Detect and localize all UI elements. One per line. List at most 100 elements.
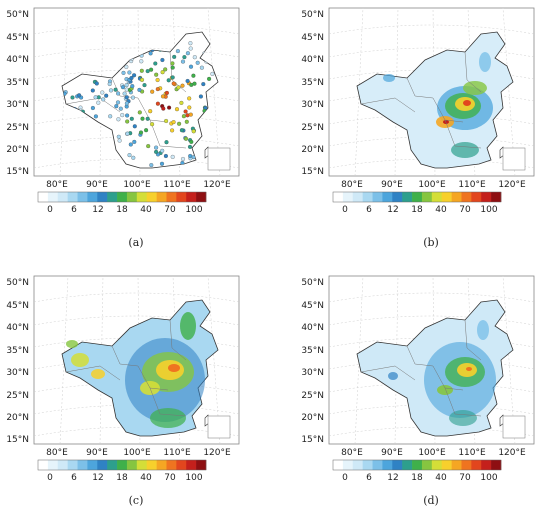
station-dot — [201, 82, 206, 87]
colorbar-swatch — [107, 192, 118, 202]
map-frame — [328, 275, 535, 445]
colorbar: 0 6 12 18 40 70 100 — [332, 459, 502, 483]
station-dot — [181, 114, 186, 119]
station-dot — [170, 65, 175, 70]
colorbar-swatch — [461, 192, 472, 202]
station-dot — [163, 153, 168, 159]
colorbar-tick: 40 — [435, 205, 447, 215]
map-frame — [33, 7, 240, 177]
lon-label: 80°E — [46, 180, 68, 190]
lon-axis-labels: 80°E 90°E 100°E 110°E 120°E — [341, 448, 526, 458]
lon-label: 110°E — [163, 448, 191, 458]
station-dot — [188, 64, 194, 69]
colorbar-tick: 70 — [164, 205, 176, 215]
station-dot — [101, 97, 106, 102]
colorbar-swatch — [47, 460, 59, 470]
colorbar-swatch — [471, 460, 482, 470]
colorbar-swatch — [126, 460, 138, 470]
colorbar-swatch — [117, 460, 128, 470]
panel-label-d: (d) — [423, 494, 439, 507]
lat-label: 35°N — [301, 346, 324, 356]
lat-label: 15°N — [6, 435, 29, 445]
colorbar-tick: 40 — [140, 205, 152, 215]
lat-label: 50°N — [301, 10, 324, 20]
station-dot — [198, 94, 203, 99]
country-outline — [356, 31, 514, 169]
colorbar-tick: 6 — [366, 473, 372, 483]
station-dot — [188, 112, 193, 117]
colorbar-swatch — [342, 192, 354, 202]
colorbar-swatch — [166, 460, 177, 470]
station-dot — [116, 91, 121, 96]
lat-label: 40°N — [6, 55, 29, 65]
colorbar-swatch — [431, 460, 442, 470]
lat-label: 30°N — [301, 368, 324, 378]
country-outline — [61, 31, 219, 169]
colorbar-swatch — [57, 460, 68, 470]
colorbar-tick: 12 — [92, 473, 103, 483]
station-dot — [145, 69, 150, 74]
inset-frame — [207, 147, 231, 171]
colorbar-swatch — [107, 460, 118, 470]
lat-label: 40°N — [301, 55, 324, 65]
station-dot — [116, 117, 121, 122]
station-dot — [185, 113, 190, 118]
lat-label: 30°N — [6, 100, 29, 110]
lat-label: 50°N — [6, 10, 29, 20]
station-dot — [108, 88, 114, 93]
station-dot — [154, 145, 159, 150]
colorbar-swatch — [461, 460, 472, 470]
station-dot — [189, 82, 194, 87]
station-dot — [187, 96, 192, 101]
station-dot — [180, 59, 186, 64]
station-dot — [183, 109, 188, 114]
colorbar-swatch — [186, 192, 197, 202]
station-dot — [183, 136, 189, 141]
colorbar-tick: 6 — [366, 205, 372, 215]
station-dot — [155, 87, 160, 92]
lat-axis-labels: 50°N 45°N 40°N 35°N 30°N 25°N 20°N 15°N — [6, 10, 29, 177]
station-dot — [124, 95, 129, 100]
colorbar-swatch — [196, 460, 207, 470]
colorbar-swatch — [421, 460, 433, 470]
station-dot — [140, 116, 145, 121]
panel-a: 50°N 45°N 40°N 35°N 30°N 25°N 20°N 15°N … — [6, 7, 240, 215]
colorbar-swatch — [333, 192, 344, 202]
station-dot — [192, 55, 197, 60]
station-dot — [122, 91, 127, 96]
station-dot — [171, 120, 176, 125]
station-dot — [174, 107, 180, 112]
station-dot — [93, 114, 98, 119]
colorbar-tick: 0 — [47, 473, 53, 483]
colorbar-tick: 70 — [164, 473, 176, 483]
station-dot — [124, 83, 129, 88]
colorbar-swatch — [97, 192, 108, 202]
colorbar-swatch — [47, 192, 59, 202]
station-dot — [160, 70, 165, 75]
colorbar-swatch — [402, 460, 413, 470]
colorbar-swatch — [431, 192, 442, 202]
lon-label: 80°E — [341, 448, 363, 458]
station-dot — [93, 95, 98, 100]
colorbar-swatch — [146, 192, 157, 202]
colorbar-tick: 18 — [116, 205, 128, 215]
colorbar-swatch — [38, 192, 49, 202]
station-dot — [114, 104, 119, 109]
station-dot — [170, 61, 175, 66]
station-dot — [176, 85, 181, 90]
lon-label: 110°E — [458, 448, 486, 458]
station-dot — [139, 77, 145, 82]
colorbar-tick: 100 — [185, 205, 202, 215]
station-dot — [154, 72, 159, 77]
colorbar-swatch — [481, 192, 492, 202]
lat-label: 25°N — [6, 123, 29, 133]
lat-label: 40°N — [301, 323, 324, 333]
station-dot — [124, 64, 129, 69]
colorbar-tick: 0 — [342, 205, 348, 215]
colorbar-swatch — [362, 192, 373, 202]
colorbar-tick: 6 — [71, 473, 77, 483]
station-dot — [100, 90, 105, 95]
station-dot — [189, 139, 194, 144]
colorbar-swatch — [156, 192, 167, 202]
field-hotspots — [383, 52, 493, 158]
